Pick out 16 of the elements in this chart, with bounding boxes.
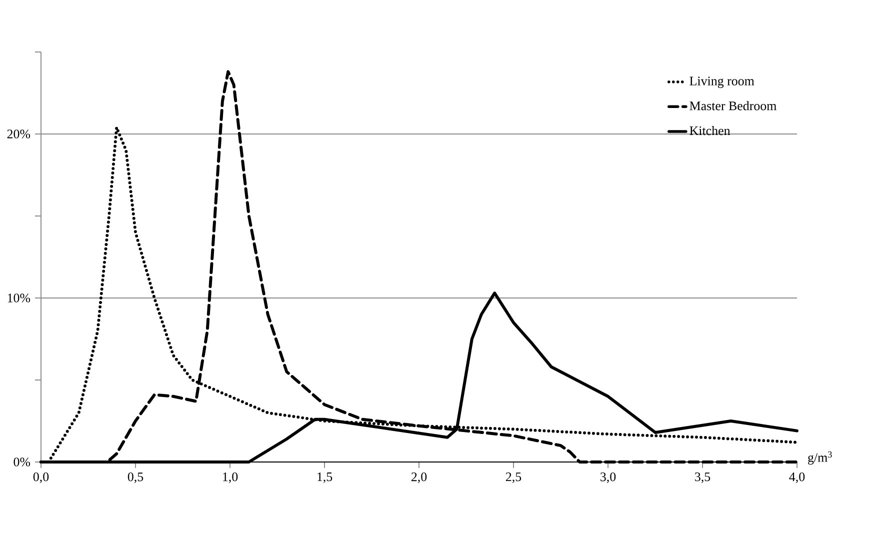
x-tick-label: 1,0: [223, 472, 238, 484]
x-tick-label: 0,0: [33, 472, 49, 484]
y-tick-label: 10%: [8, 294, 30, 302]
x-tick-label: 2,5: [506, 472, 522, 484]
legend-label: Master Bedroom: [690, 101, 776, 110]
x-tick-label: 1,5: [318, 472, 332, 484]
x-tick-label: 3,0: [600, 472, 616, 484]
x-axis-title: g/m$^{3}$: [808, 451, 832, 465]
y-tick-label: 0%: [14, 458, 30, 466]
x-tick-label: 2,0: [411, 472, 427, 484]
legend-label: Kitchen: [690, 126, 730, 136]
x-tick-label: 0,5: [128, 472, 144, 484]
x-tick-label: 3,5: [695, 472, 710, 484]
x-tick-label: 4,0: [789, 472, 805, 484]
y-tick-label: 20%: [7, 130, 30, 138]
legend-label: Living room: [690, 76, 754, 88]
